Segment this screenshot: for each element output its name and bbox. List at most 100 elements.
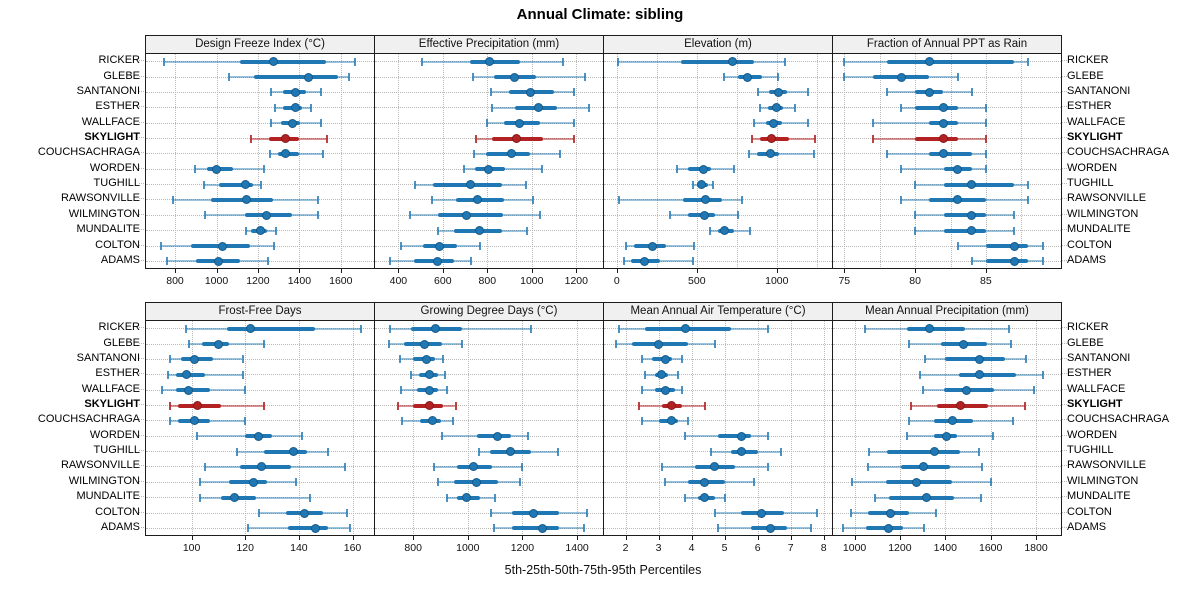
whisker-cap-95th	[556, 447, 559, 456]
gridline-stub-left	[139, 229, 144, 231]
median-dot	[736, 431, 746, 441]
interquartile-bar	[985, 259, 1029, 264]
median-dot	[667, 416, 677, 426]
whisker-cap-5th	[204, 462, 206, 471]
whisker-cap-5th	[269, 149, 272, 158]
gridline-vertical	[990, 321, 992, 535]
whisker-cap-5th	[843, 73, 846, 81]
site-label-left: SANTANONI	[76, 84, 140, 97]
gridline-vertical	[724, 321, 726, 535]
whisker-cap-5th	[492, 524, 495, 533]
whisker-cap-95th	[326, 134, 329, 143]
whisker-cap-5th	[684, 432, 686, 441]
gridline-vertical	[1036, 321, 1037, 535]
whisker-cap-95th	[244, 386, 247, 395]
axis-tick-label: 8	[820, 542, 827, 554]
whisker-cap-5th	[398, 355, 401, 364]
gridline-stub-right	[1062, 167, 1067, 169]
whisker-cap-5th	[684, 493, 686, 502]
median-dot	[462, 493, 471, 503]
gridline-horizontal	[146, 497, 374, 499]
whisker-cap-95th	[713, 340, 716, 348]
whisker-cap-95th	[984, 165, 987, 174]
axis-tick-label: 80	[909, 275, 921, 287]
whisker-cap-95th	[521, 462, 524, 471]
median-dot	[515, 118, 525, 128]
x-axis-caption: 5th-25th-50th-75th-95th Percentiles	[504, 563, 702, 577]
whisker-cap-5th	[713, 509, 716, 517]
whisker-cap-95th	[443, 370, 446, 379]
whisker-cap-95th	[984, 134, 987, 143]
median-dot	[310, 523, 320, 533]
gridline-stub-right	[1062, 465, 1067, 467]
interquartile-bar	[264, 449, 307, 454]
axis-tick-label: 100	[182, 542, 201, 554]
whisker-cap-5th	[397, 401, 400, 410]
median-dot	[299, 508, 309, 518]
gridline-horizontal	[604, 107, 832, 109]
median-dot	[697, 180, 707, 189]
axis-tick	[175, 269, 176, 273]
gridline-horizontal	[604, 214, 832, 216]
whisker-cap-5th	[171, 195, 174, 204]
interquartile-bar	[229, 480, 267, 485]
axis-tick	[945, 536, 947, 540]
median-dot	[213, 339, 223, 349]
median-dot	[974, 370, 984, 380]
median-dot	[248, 477, 258, 487]
interquartile-bar	[915, 136, 958, 141]
axis-tick-label: 6	[754, 542, 761, 554]
whisker-cap-95th	[984, 119, 987, 128]
gridline-horizontal	[833, 91, 1061, 93]
whisker-cap-95th	[978, 447, 981, 456]
gridline-stub-right	[1062, 511, 1067, 513]
whisker-cap-5th	[477, 447, 480, 456]
whisker-cap-95th	[442, 355, 445, 364]
whisker-cap-95th	[766, 432, 769, 441]
site-label-right: GLEBE	[1067, 69, 1104, 82]
whisker-cap-5th	[759, 103, 761, 112]
gridline-stub-right	[1062, 198, 1067, 200]
median-dot	[766, 523, 776, 533]
whisker-cap-95th	[741, 195, 744, 204]
gridline-stub-right	[1062, 342, 1067, 344]
whisker-cap-95th	[980, 462, 983, 471]
site-label-right: COLTON	[1067, 238, 1112, 251]
whisker-cap-5th	[885, 149, 888, 158]
median-dot	[667, 401, 677, 410]
site-label-right: RICKER	[1067, 54, 1109, 67]
median-dot	[507, 149, 517, 159]
median-dot	[254, 431, 264, 441]
site-label-right: SANTANONI	[1067, 351, 1131, 364]
axis-tick	[216, 269, 218, 273]
gridline-stub-left	[139, 137, 144, 138]
median-dot	[422, 354, 432, 364]
site-label-left: COUCHSACHRAGA	[37, 146, 140, 159]
median-dot	[680, 324, 690, 334]
axis-tick	[467, 536, 469, 540]
gridline-stub-right	[1062, 419, 1067, 421]
gridline-horizontal	[604, 451, 832, 452]
site-label-left: WILMINGTON	[68, 207, 140, 220]
median-dot	[466, 180, 476, 189]
axis-tick-label: 1200	[564, 275, 588, 287]
whisker-cap-95th	[1023, 401, 1026, 410]
whisker-cap-95th	[584, 73, 587, 81]
whisker-cap-95th	[478, 242, 481, 250]
site-label-left: COUCHSACHRAGA	[37, 413, 140, 426]
whisker-cap-95th	[585, 509, 588, 517]
median-dot	[640, 256, 650, 266]
whisker-cap-95th	[1041, 370, 1044, 379]
median-dot	[660, 354, 670, 364]
gridline-stub-right	[1062, 496, 1067, 498]
median-dot	[728, 57, 738, 67]
axis-tick	[299, 269, 301, 273]
median-dot	[242, 195, 251, 205]
axis-tick	[352, 536, 354, 540]
gridline-stub-right	[1062, 244, 1067, 246]
whisker-cap-95th	[346, 509, 349, 517]
whisker-cap-95th	[779, 447, 782, 456]
axis-tick	[577, 536, 579, 540]
median-dot	[939, 118, 948, 128]
whisker-cap-5th	[399, 242, 402, 250]
